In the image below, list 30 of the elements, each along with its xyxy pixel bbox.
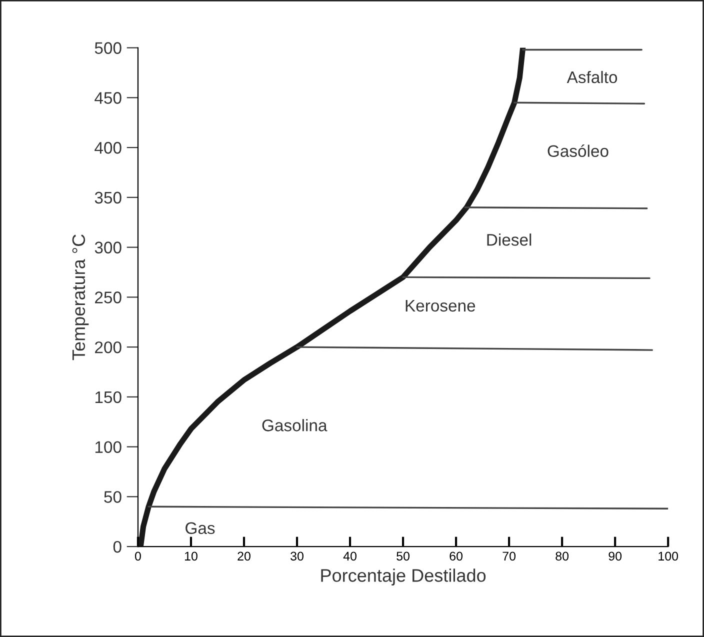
annotation: Kerosene [406, 300, 476, 312]
y-tick-label: 300 [94, 242, 122, 254]
y-tick-label: 400 [94, 142, 122, 154]
x-tick-label: 80 [556, 552, 569, 561]
x-tick-label: 60 [450, 552, 463, 561]
x-tick-label: 0 [134, 552, 141, 561]
annotation: Asfalto [566, 70, 618, 84]
y-tick-label: 50 [104, 491, 122, 503]
x-tick-label: 90 [608, 552, 622, 561]
y-tick-label: 150 [95, 391, 122, 404]
x-tick-label: 10 [184, 552, 198, 561]
x-tick-label: 30 [290, 552, 304, 561]
annotation: Gasolina [262, 419, 328, 432]
annotation: Gasóleo [548, 144, 608, 157]
y-tick-label: 450 [94, 92, 122, 104]
y-tick-label: 100 [95, 441, 122, 453]
x-tick-label: 40 [343, 552, 356, 561]
y-axis-title: Temperatura °C [72, 234, 89, 360]
y-tick-label: 250 [95, 292, 122, 304]
y-tick-label: 500 [94, 42, 122, 54]
x-tick-label: 20 [238, 552, 250, 561]
y-tick-label: 350 [94, 192, 122, 204]
x-tick-label: 100 [658, 552, 678, 561]
annotation: Diesel [487, 234, 532, 246]
x-axis-title: Porcentaje Destilado [321, 568, 486, 586]
x-tick-label: 50 [396, 552, 410, 561]
y-tick-label: 0 [113, 540, 122, 553]
annotation: Gas [186, 522, 215, 534]
y-tick-label: 200 [95, 341, 122, 354]
x-tick-label: 70 [502, 552, 516, 561]
